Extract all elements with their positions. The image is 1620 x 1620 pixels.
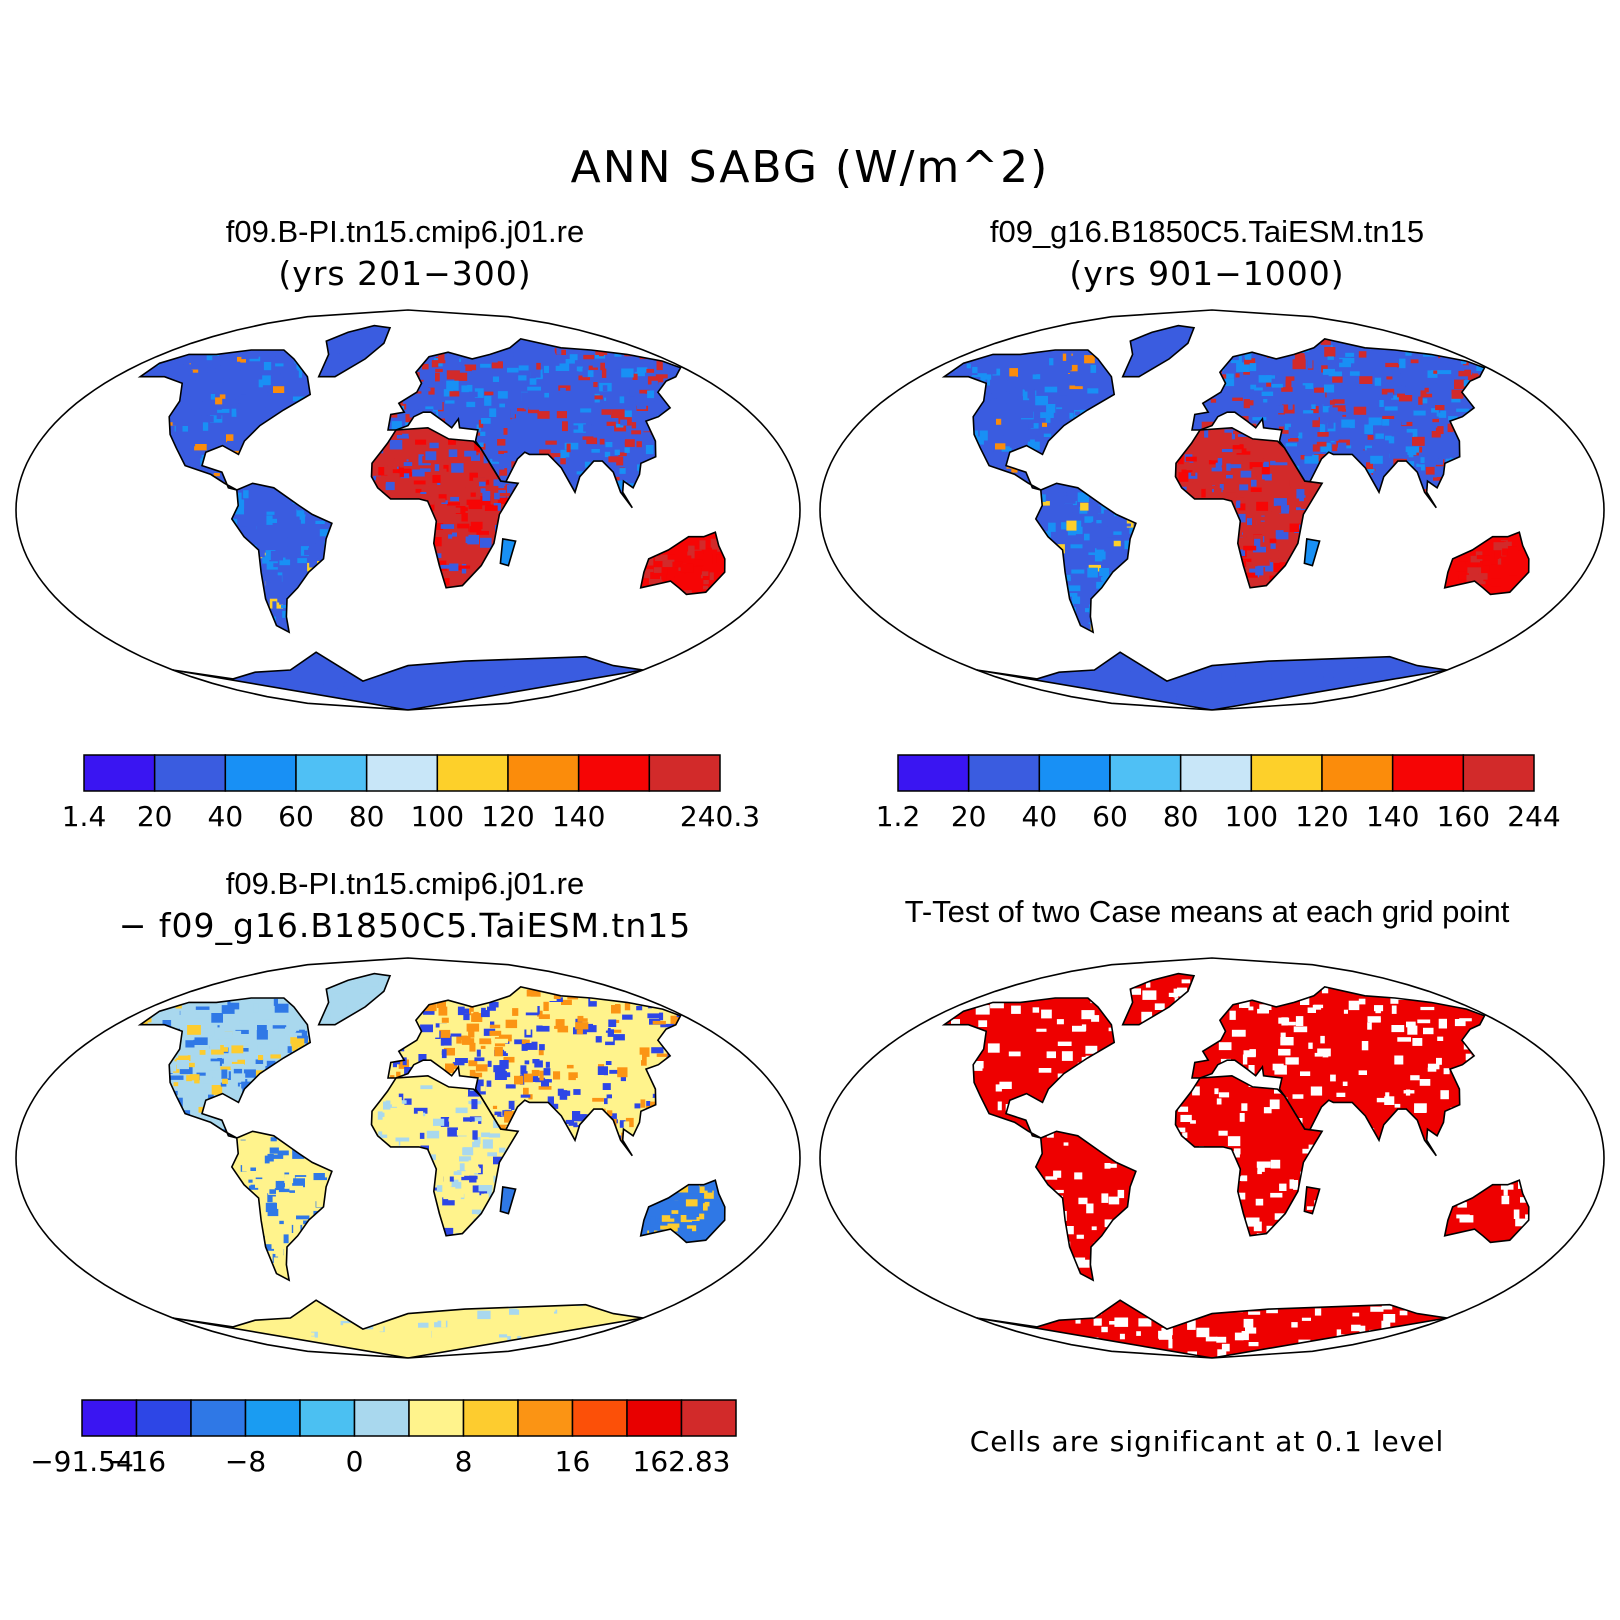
colorbar-box (507, 754, 580, 792)
colorbar-box (83, 754, 156, 792)
colorbar-box (408, 1399, 465, 1437)
colorbar-box (135, 1399, 192, 1437)
colorbar-box (1109, 754, 1182, 792)
colorbar-label: 244 (1507, 800, 1560, 833)
colorbar-box (1391, 754, 1465, 792)
colorbar-label: −16 (107, 1445, 166, 1478)
colorbar-label: 60 (278, 800, 314, 833)
colorbar-label: 140 (552, 800, 605, 833)
panel-1-subtitle: (yrs 201−300) (278, 254, 532, 293)
colorbar-label: 60 (1092, 800, 1128, 833)
colorbar-box (295, 754, 368, 792)
colorbar-label: 80 (349, 800, 385, 833)
colorbar-label: 240.3 (680, 800, 760, 833)
map-panel-4 (819, 957, 1605, 1359)
colorbar-box (680, 1399, 737, 1437)
colorbar-box (571, 1399, 628, 1437)
colorbar-box (1250, 754, 1323, 792)
panel-3-subtitle: − f09_g16.B1850C5.TaiESM.tn15 (118, 906, 692, 945)
panel-2-subtitle: (yrs 901−1000) (1069, 254, 1345, 293)
panel-4-title: T-Test of two Case means at each grid po… (904, 894, 1510, 929)
panel-3-title: f09.B-PI.tn15.cmip6.j01.re (225, 866, 585, 901)
colorbar-label: 160 (1437, 800, 1490, 833)
colorbar-label: 40 (208, 800, 244, 833)
colorbar-box (190, 1399, 247, 1437)
colorbar-box (353, 1399, 410, 1437)
colorbar-box (1462, 754, 1535, 792)
colorbar-label: 16 (555, 1445, 591, 1478)
colorbar-box (1321, 754, 1394, 792)
colorbar-box (462, 1399, 519, 1437)
colorbar-box (365, 754, 439, 792)
colorbar-label: 140 (1366, 800, 1419, 833)
colorbar-label: 0 (346, 1445, 364, 1478)
colorbar-label: 1.4 (62, 800, 107, 833)
colorbar-label: 100 (1225, 800, 1278, 833)
significance-note: Cells are significant at 0.1 level (969, 1425, 1445, 1458)
colorbar-box (244, 1399, 301, 1437)
colorbar-panel-1: 1.4 20 40 60 80 100 120 140 240.3 (62, 754, 760, 833)
colorbar-label: 120 (481, 800, 534, 833)
colorbar-label: −91.54 (30, 1445, 134, 1478)
colorbar-box (1038, 754, 1111, 792)
colorbar-box (897, 754, 970, 792)
colorbar-box (577, 754, 651, 792)
colorbar-box (81, 1399, 138, 1437)
colorbar-box (1179, 754, 1253, 792)
panel-2-title: f09_g16.B1850C5.TaiESM.tn15 (989, 214, 1425, 249)
colorbar-box (153, 754, 227, 792)
map-panel-3 (15, 957, 801, 1359)
colorbar-box (224, 754, 297, 792)
colorbar-panel-3: −91.54−16 −8 0 8 16 162.83 (30, 1399, 737, 1478)
colorbar-label: 162.83 (633, 1445, 731, 1478)
colorbar-label: 40 (1022, 800, 1058, 833)
colorbar-box (517, 1399, 574, 1437)
colorbar-label: 1.2 (876, 800, 921, 833)
colorbar-label: 80 (1163, 800, 1199, 833)
colorbar-label: 8 (455, 1445, 473, 1478)
colorbar-label: 20 (951, 800, 987, 833)
panel-1-title: f09.B-PI.tn15.cmip6.j01.re (225, 214, 585, 249)
colorbar-box (967, 754, 1041, 792)
colorbar-label: 20 (137, 800, 173, 833)
colorbar-label: −8 (225, 1445, 266, 1478)
colorbar-box (648, 754, 721, 792)
map-panel-2 (819, 309, 1605, 711)
colorbar-box (299, 1399, 356, 1437)
colorbar-panel-2: 1.2 20 40 60 80 100 120 140 160 244 (876, 754, 1561, 833)
colorbar-label: 100 (411, 800, 464, 833)
colorbar-label: 120 (1295, 800, 1348, 833)
main-title: ANN SABG (W/m^2) (570, 142, 1050, 193)
map-panel-1 (15, 309, 801, 711)
colorbar-box (626, 1399, 683, 1437)
colorbar-box (436, 754, 509, 792)
